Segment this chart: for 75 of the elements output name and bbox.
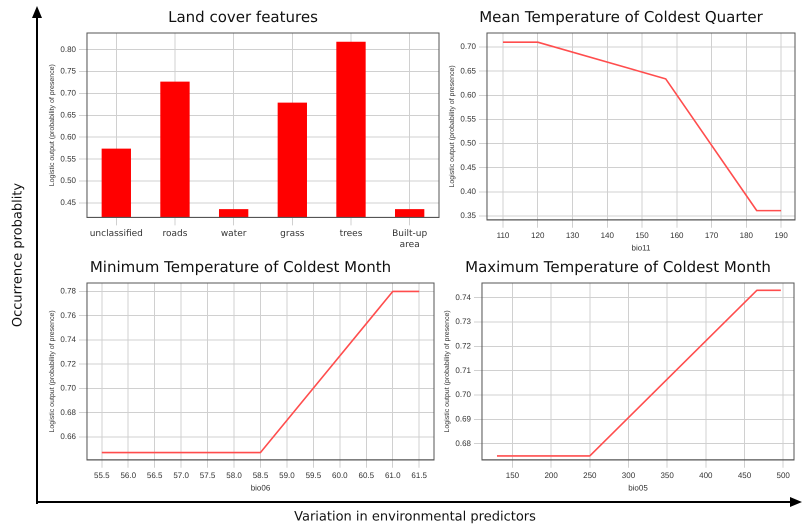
y-tick-label: 0.55	[60, 154, 77, 164]
x-tick-label: 57.0	[173, 470, 190, 480]
y-tick-label: 0.70	[60, 88, 77, 98]
y-tick-label: 0.55	[460, 114, 477, 124]
x-tick-label: 56.0	[120, 470, 137, 480]
y-tick-label: 0.71	[455, 366, 472, 375]
y-tick-label: 0.68	[455, 438, 472, 448]
y-tick-label: 0.35	[460, 211, 477, 220]
chart-title: Minimum Temperature of Coldest Month	[90, 258, 392, 276]
x-tick-label: 400	[699, 470, 714, 480]
x-tick-label: 61.0	[384, 470, 402, 480]
x-tick-label: 250	[583, 470, 598, 480]
x-tick-label: 150	[506, 470, 520, 480]
chart-title: Maximum Temperature of Coldest Month	[465, 258, 771, 276]
x-tick-label: water	[220, 229, 247, 240]
y-tick-label: 0.65	[60, 110, 77, 120]
x-tick-label: 120	[531, 230, 545, 240]
x-tick-label: 59.0	[279, 470, 296, 480]
text: Occurrence probablity	[10, 182, 26, 328]
x-tick-label: 500	[776, 470, 790, 480]
y-tick-label: 0.65	[460, 66, 477, 76]
x-tick-label: 170	[704, 230, 719, 240]
y-tick-label: 0.69	[455, 414, 472, 424]
x-tick-label: 110	[496, 230, 510, 240]
y-tick-label: 0.66	[60, 432, 77, 441]
x-tick-label: roads	[162, 229, 188, 240]
y-tick-label: 0.73	[455, 317, 472, 326]
x-tick-label: 140	[600, 230, 614, 240]
text: Variation in environmental predictors	[294, 510, 536, 524]
y-tick-label: 0.50	[60, 176, 77, 186]
y-tick-label: 0.45	[60, 198, 77, 208]
x-tick-label: 57.5	[200, 470, 216, 480]
x-axis-title: bio11	[631, 243, 652, 252]
x-tick-label: 350	[660, 470, 674, 480]
y-tick-label: 0.78	[60, 286, 77, 296]
y-tick-label: 0.70	[460, 42, 477, 52]
x-tick-label: 130	[566, 230, 580, 240]
x-tick-label: 300	[622, 470, 636, 480]
y-tick-label: 0.68	[60, 408, 77, 417]
y-tick-label: 0.72	[455, 342, 472, 351]
y-tick-label: 0.76	[60, 310, 77, 320]
y-tick-label: 0.80	[60, 44, 77, 54]
chart-title: Land cover features	[168, 8, 318, 26]
x-tick-label: 180	[740, 230, 754, 240]
y-tick-label: 0.45	[460, 162, 477, 172]
x-tick-label: 56.5	[146, 470, 164, 480]
x-tick-label: trees	[340, 229, 363, 240]
x-tick-label: 61.5	[411, 470, 428, 480]
x-tick-label: 200	[544, 470, 558, 480]
x-tick-label: 160	[670, 230, 684, 240]
x-axis-title: bio06	[250, 483, 271, 492]
x-tick-label: 60.0	[332, 470, 348, 480]
x-tick-label: unclassified	[90, 229, 143, 240]
y-tick-label: 0.75	[60, 66, 77, 76]
y-tick-label: 0.70	[455, 390, 472, 400]
y-tick-label: 0.70	[60, 384, 77, 393]
x-tick-label: Built-up area	[392, 229, 428, 250]
y-tick-label: 0.74	[60, 335, 77, 344]
x-tick-label: 150	[635, 230, 650, 240]
x-axis-title: bio05	[628, 483, 648, 492]
y-tick-label: 0.40	[460, 187, 477, 196]
x-tick-label: 450	[738, 470, 752, 480]
y-tick-label: 0.60	[60, 132, 77, 142]
x-tick-label: 60.5	[358, 470, 375, 480]
chart-title: Mean Temperature of Coldest Quarter	[479, 8, 764, 26]
x-tick-label: 55.5	[94, 470, 110, 480]
y-tick-label: 0.60	[460, 90, 477, 100]
x-tick-label: 58.5	[252, 470, 269, 480]
y-tick-label: 0.74	[455, 292, 472, 302]
y-tick-label: 0.50	[460, 138, 477, 148]
x-tick-label: grass	[280, 229, 305, 240]
x-tick-label: 59.5	[306, 470, 322, 480]
x-tick-label: 58.0	[226, 470, 242, 480]
x-tick-label: 190	[774, 230, 788, 240]
y-tick-label: 0.72	[60, 359, 77, 368]
